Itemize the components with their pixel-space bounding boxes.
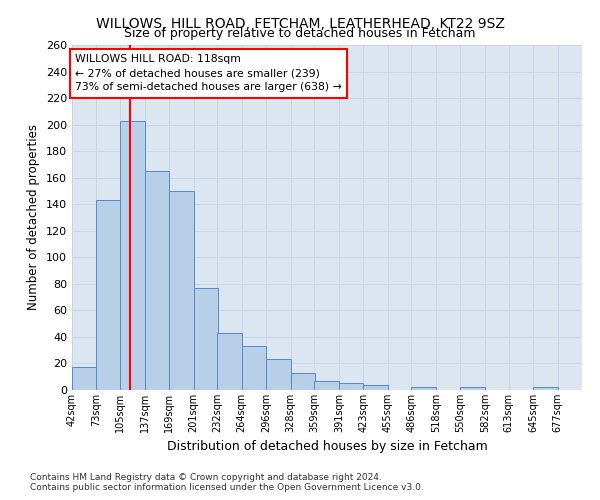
Bar	[169, 191, 194, 390]
Bar	[120, 120, 145, 390]
Bar	[217, 333, 242, 390]
Bar	[96, 200, 120, 390]
Y-axis label: Number of detached properties: Number of detached properties	[28, 124, 40, 310]
Bar	[145, 171, 169, 390]
X-axis label: Distribution of detached houses by size in Fetcham: Distribution of detached houses by size …	[167, 440, 487, 454]
Bar	[314, 380, 339, 390]
Bar	[266, 360, 290, 390]
Text: Contains HM Land Registry data © Crown copyright and database right 2024.
Contai: Contains HM Land Registry data © Crown c…	[30, 473, 424, 492]
Bar	[72, 368, 97, 390]
Bar	[533, 388, 557, 390]
Bar	[290, 373, 315, 390]
Bar	[412, 388, 436, 390]
Text: WILLOWS HILL ROAD: 118sqm
← 27% of detached houses are smaller (239)
73% of semi: WILLOWS HILL ROAD: 118sqm ← 27% of detac…	[75, 54, 342, 92]
Bar	[242, 346, 266, 390]
Bar	[339, 384, 364, 390]
Bar	[364, 384, 388, 390]
Text: Size of property relative to detached houses in Fetcham: Size of property relative to detached ho…	[124, 28, 476, 40]
Text: WILLOWS, HILL ROAD, FETCHAM, LEATHERHEAD, KT22 9SZ: WILLOWS, HILL ROAD, FETCHAM, LEATHERHEAD…	[95, 18, 505, 32]
Bar	[194, 288, 218, 390]
Bar	[460, 388, 485, 390]
